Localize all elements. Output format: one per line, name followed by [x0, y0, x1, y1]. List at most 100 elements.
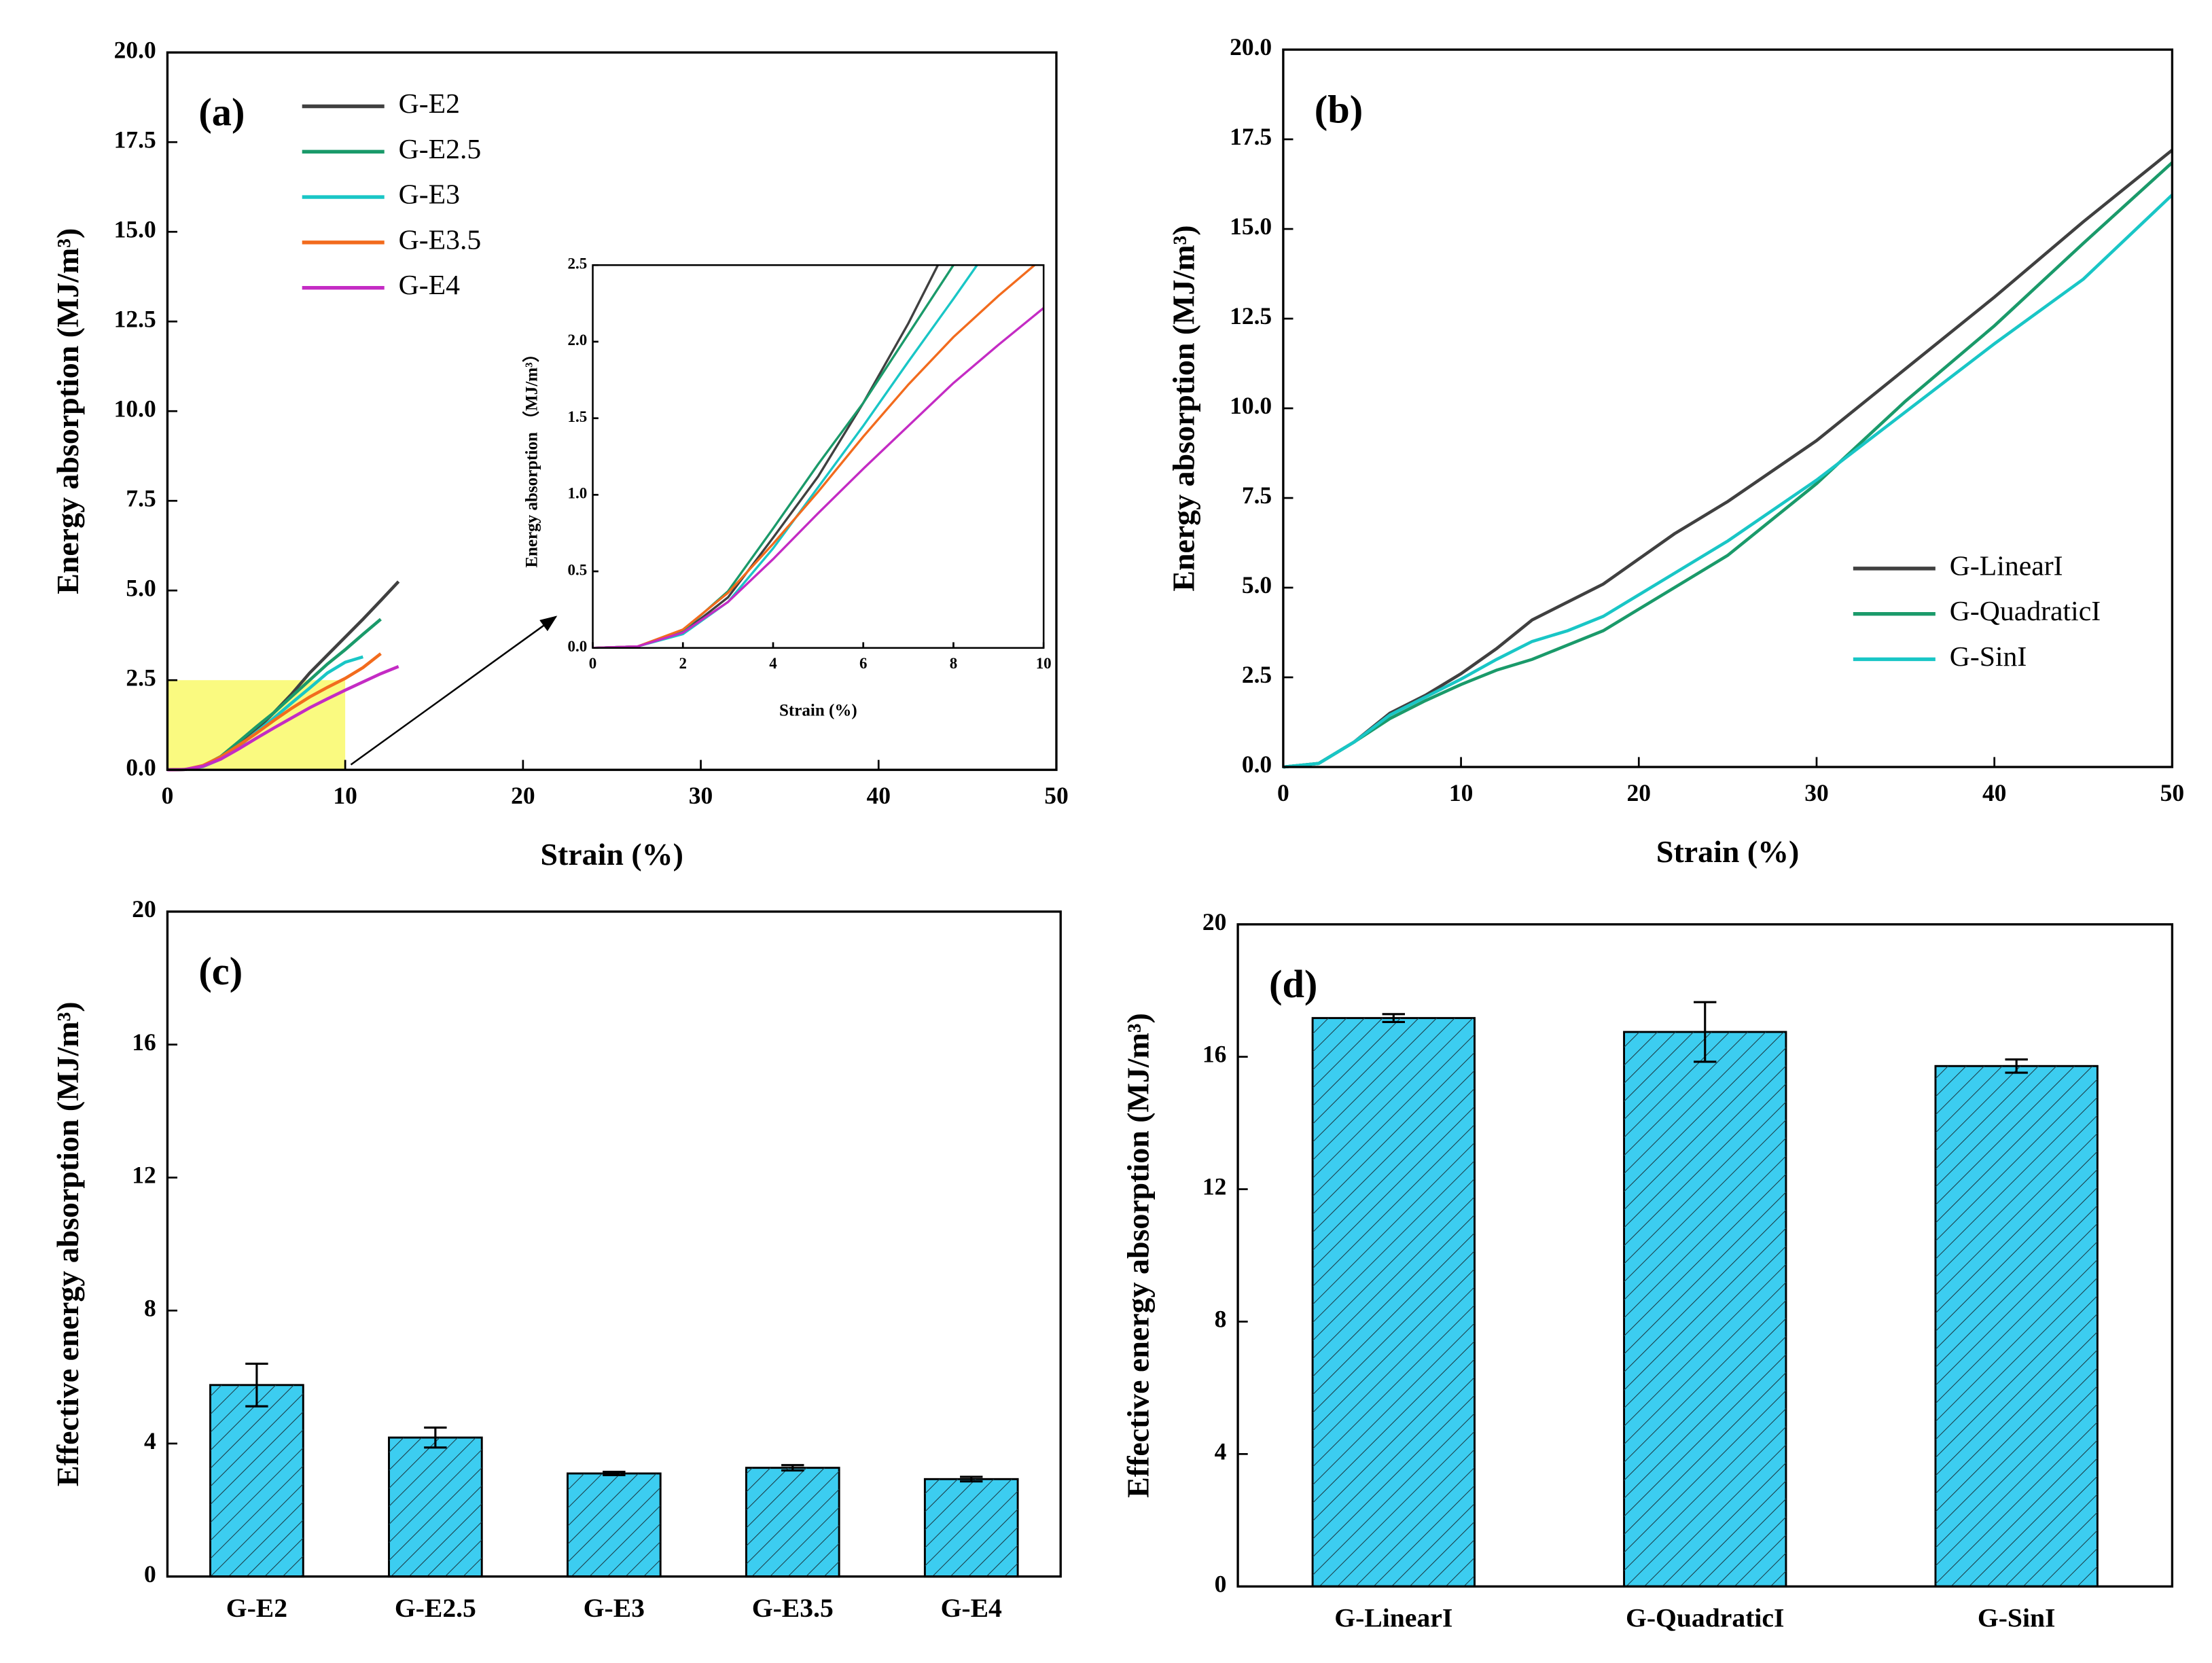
line-series: [592, 265, 955, 648]
y-tick-label: 12.5: [1230, 302, 1272, 329]
plot-frame: [166, 51, 1058, 771]
legend-label: G-E3.5: [399, 224, 482, 255]
y-tick-label: 15.0: [1230, 213, 1272, 240]
y-tick-label: 5.0: [1242, 571, 1272, 598]
y-tick-label: 0.5: [568, 561, 588, 578]
y-tick-label: 12: [132, 1162, 156, 1189]
legend-label: G-LinearI: [1950, 550, 2063, 582]
x-tick-label: G-QuadraticI: [1626, 1603, 1784, 1632]
y-tick-label: 8: [144, 1294, 156, 1321]
line-series: [592, 306, 1044, 648]
legend-label: G-E2: [399, 88, 460, 120]
bar-hatch: [925, 1479, 1018, 1577]
y-tick-label: 4: [1215, 1438, 1227, 1465]
x-tick-label: G-E3.5: [752, 1593, 834, 1623]
legend-label: G-E2.5: [399, 134, 482, 165]
y-tick-label: 2.5: [568, 255, 588, 272]
y-tick-label: 20.0: [114, 36, 156, 63]
x-tick-label: 8: [950, 655, 957, 672]
inset-x-label: Strain (%): [779, 701, 857, 719]
y-tick-label: 4: [144, 1427, 156, 1454]
line-series: [1283, 194, 2173, 769]
plot-frame: [1282, 48, 2174, 768]
y-tick-label: 12: [1202, 1173, 1226, 1200]
y-tick-label: 10.0: [114, 395, 156, 422]
error-bar: [2005, 1058, 2028, 1074]
y-tick-label: 1.0: [568, 485, 588, 502]
panel-label: (a): [198, 90, 245, 135]
bar-hatch: [1313, 1018, 1475, 1587]
legend-label: G-E3: [399, 179, 460, 211]
bar-hatch: [210, 1384, 304, 1577]
bar-hatch: [1624, 1032, 1786, 1587]
y-tick-label: 0.0: [568, 638, 588, 655]
x-tick-label: 0: [162, 782, 174, 809]
y-tick-label: 17.5: [1230, 123, 1272, 150]
x-tick-label: 6: [859, 655, 867, 672]
legend-label: G-QuadraticI: [1950, 596, 2101, 627]
x-tick-label: 2: [679, 655, 687, 672]
y-tick-label: 16: [1202, 1041, 1226, 1068]
plot-frame: [1236, 923, 2174, 1588]
y-tick-label: 7.5: [126, 484, 156, 512]
y-axis-label: Energy absorption (MJ/m³): [50, 228, 85, 594]
inset-lines: [592, 265, 1044, 648]
y-tick-label: 2.0: [568, 332, 588, 348]
zoom-arrow: [350, 615, 558, 766]
y-tick-label: 0.0: [126, 753, 156, 781]
error-bar: [1382, 1013, 1405, 1024]
x-tick-label: 0: [1277, 779, 1289, 806]
legend-label: G-SinI: [1950, 641, 2027, 673]
x-tick-label: 40: [867, 782, 891, 809]
x-tick-label: 10: [1036, 655, 1052, 672]
panel-label: (b): [1315, 87, 1363, 131]
plot-frame: [592, 264, 1045, 649]
y-tick-label: 8: [1215, 1306, 1227, 1333]
line-series: [592, 265, 1037, 648]
legend-label: G-E4: [399, 270, 461, 301]
y-tick-label: 0: [1215, 1570, 1227, 1597]
error-bar: [424, 1426, 447, 1449]
line-series: [592, 265, 979, 648]
x-tick-label: 40: [1982, 779, 2006, 806]
y-tick-label: 17.5: [114, 126, 156, 153]
plot-frame: [166, 910, 1062, 1578]
y-tick-label: 15.0: [114, 215, 156, 243]
y-tick-label: 20: [1202, 908, 1226, 935]
inset-y-label: Energy absorption （MJ/m³）: [522, 345, 541, 567]
x-axis-label: Strain (%): [1656, 834, 1799, 869]
error-bar: [960, 1476, 983, 1483]
y-tick-label: 7.5: [1242, 482, 1272, 509]
error-bar: [603, 1470, 626, 1477]
line-series: [167, 665, 399, 772]
x-tick-label: 30: [1804, 779, 1828, 806]
y-axis-label: Effective energy absorption (MJ/m³): [50, 1001, 85, 1486]
y-tick-label: 0: [144, 1560, 156, 1588]
y-tick-label: 5.0: [126, 574, 156, 601]
y-axis-label: Energy absorption (MJ/m³): [1166, 225, 1200, 591]
y-tick-label: 1.5: [568, 408, 588, 425]
error-bar: [781, 1464, 804, 1472]
x-tick-label: 50: [1044, 782, 1068, 809]
x-tick-label: 0: [589, 655, 596, 672]
line-series: [1283, 149, 2173, 769]
y-tick-label: 2.5: [1242, 661, 1272, 688]
bar-hatch: [746, 1467, 840, 1577]
y-tick-label: 20: [132, 895, 156, 923]
x-tick-label: 20: [1627, 779, 1651, 806]
x-tick-label: 10: [333, 782, 357, 809]
panel-label: (c): [198, 949, 243, 993]
y-tick-label: 10.0: [1230, 392, 1272, 419]
x-tick-label: 4: [769, 655, 777, 672]
y-tick-label: 16: [132, 1029, 156, 1056]
x-tick-label: G-E2.5: [395, 1593, 476, 1623]
panel-label: (d): [1269, 962, 1317, 1006]
y-tick-label: 2.5: [126, 664, 156, 691]
y-axis-label: Effective energy absorption (MJ/m³): [1121, 1013, 1156, 1498]
x-tick-label: 20: [511, 782, 535, 809]
y-tick-label: 20.0: [1230, 33, 1272, 60]
error-bar: [1694, 1001, 1717, 1063]
x-tick-label: 50: [2160, 779, 2184, 806]
inset-background: [592, 265, 1044, 648]
